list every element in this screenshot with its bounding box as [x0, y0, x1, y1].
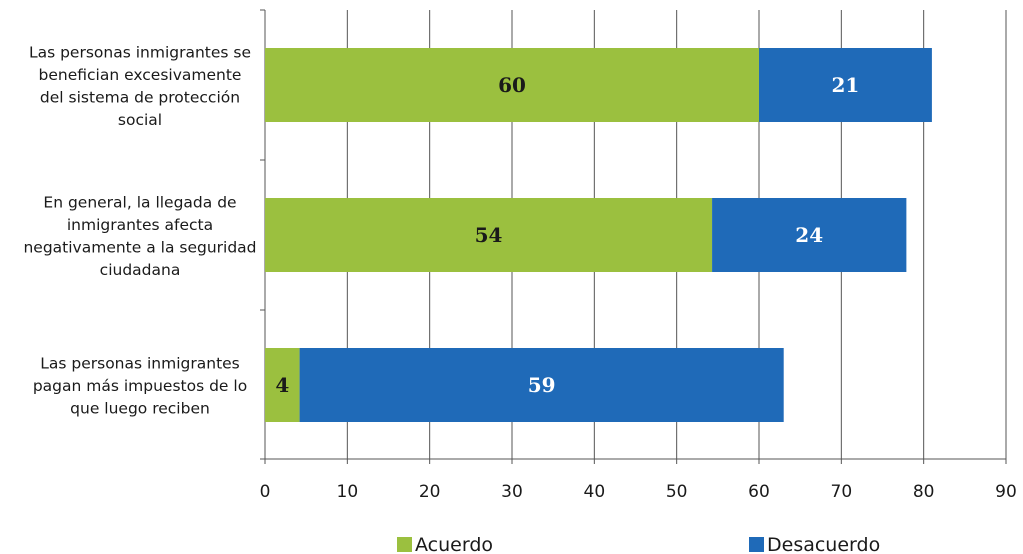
- x-tick-label-40: 40: [584, 482, 606, 502]
- data-label-acuerdo-2: 4: [275, 373, 289, 397]
- legend-swatch-desacuerdo: [749, 537, 764, 552]
- data-label-desacuerdo-2: 59: [528, 373, 556, 397]
- bar-acuerdo-2: [265, 348, 300, 422]
- x-tick-label-70: 70: [831, 482, 853, 502]
- category-label-line: pagan más impuestos de lo: [33, 377, 247, 395]
- x-tick-label-90: 90: [995, 482, 1017, 502]
- category-label-line: inmigrantes afecta: [67, 216, 213, 234]
- bar-acuerdo-1: [265, 198, 713, 272]
- category-label-line: ciudadana: [100, 261, 181, 279]
- x-tick-label-0: 0: [260, 482, 271, 502]
- legend-label-desacuerdo: Desacuerdo: [767, 534, 880, 554]
- x-tick-label-50: 50: [666, 482, 688, 502]
- category-label-line: social: [118, 111, 162, 129]
- category-label-line: En general, la llegada de: [43, 193, 236, 211]
- x-tick-label-80: 80: [913, 482, 935, 502]
- category-label-line: negativamente a la seguridad: [23, 238, 256, 256]
- data-label-desacuerdo-0: 21: [832, 73, 860, 97]
- bar-acuerdo-0: [265, 48, 759, 122]
- category-label-line: Las personas inmigrantes: [40, 355, 240, 373]
- category-label-2: Las personas inmigrantes pagan más impues…: [33, 355, 247, 418]
- data-label-acuerdo-1: 54: [475, 223, 503, 247]
- data-label-acuerdo-0: 60: [498, 73, 526, 97]
- category-label-line: benefician excesivamente: [39, 66, 242, 84]
- x-tick-label-60: 60: [748, 482, 770, 502]
- x-tick-label-20: 20: [419, 482, 441, 502]
- x-tick-label-30: 30: [501, 482, 523, 502]
- bar-desacuerdo-0: [759, 48, 932, 122]
- bar-desacuerdo-2: [299, 348, 784, 422]
- category-label-line: que luego reciben: [70, 400, 210, 418]
- category-label-0: Las personas inmigrantes se benefician ex…: [29, 43, 251, 129]
- bar-desacuerdo-1: [712, 198, 907, 272]
- category-label-1: En general, la llegada de inmigrantes afe…: [23, 193, 256, 279]
- legend-label-acuerdo: Acuerdo: [415, 534, 493, 554]
- legend-swatch-acuerdo: [397, 537, 412, 552]
- x-tick-label-10: 10: [337, 482, 359, 502]
- category-label-line: Las personas inmigrantes se: [29, 43, 251, 61]
- category-label-line: del sistema de protección: [40, 88, 240, 106]
- data-label-desacuerdo-1: 24: [795, 223, 823, 247]
